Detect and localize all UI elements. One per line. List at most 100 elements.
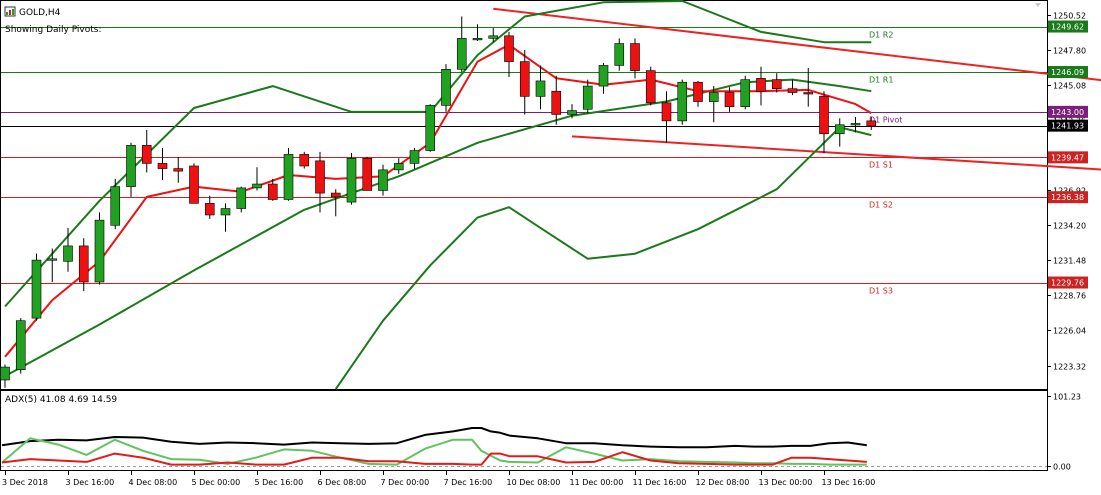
- candle-10: [157, 147, 168, 181]
- candle-body-27: [425, 105, 436, 151]
- candle-body-9: [141, 145, 152, 164]
- moving-average: [4, 43, 872, 358]
- candle-11: [173, 156, 184, 183]
- candle-14: [220, 203, 231, 232]
- candle-body-29: [456, 38, 467, 70]
- candle-body-20: [315, 160, 325, 194]
- time-axis[interactable]: 3 Dec 2018 3 Dec 16:00 4 Dec 08:00 5 Dec 00…: [2, 470, 875, 487]
- pivot-price-tag-text-2: 1243.00: [1051, 108, 1084, 117]
- candle-31: [488, 28, 499, 43]
- candle-body-38: [598, 65, 609, 87]
- pivot-price-tag-0: [1048, 20, 1088, 33]
- time-tick-label-12: 13 Dec 00:00: [759, 478, 813, 487]
- time-tick-label-13: 13 Dec 16:00: [822, 478, 876, 487]
- candle-body-14: [220, 208, 231, 216]
- pivot-label-5: D1 S3: [869, 287, 893, 296]
- time-tick-label-4: 5 Dec 16:00: [255, 478, 304, 487]
- candle-49: [771, 73, 782, 93]
- candle-body-50: [787, 88, 798, 93]
- price-tick-label-1: 1247.80: [1053, 47, 1086, 56]
- price-tick-label-7: 1231.48: [1053, 257, 1086, 266]
- candle-body-45: [708, 92, 719, 102]
- candle-body-55: [866, 120, 877, 127]
- time-tick-label-0: 3 Dec 2018: [2, 478, 48, 487]
- candle-body-23: [362, 157, 373, 191]
- pivot-label-0: D1 R2: [869, 31, 893, 40]
- adx-lines: [1, 427, 1047, 467]
- candle-47: [740, 75, 751, 110]
- trendline-0[interactable]: [493, 7, 1101, 82]
- candle-body-8: [126, 145, 136, 187]
- candle-18: [283, 147, 294, 201]
- trendline-1[interactable]: [571, 135, 1101, 171]
- candle-7: [110, 178, 121, 230]
- candle-body-24: [378, 169, 388, 191]
- candle-body-7: [110, 186, 121, 226]
- pivot-price-tag-text-1: 1246.09: [1051, 68, 1084, 77]
- scroll-marker-icon[interactable]: [1035, 3, 1041, 7]
- pivot-label-2: D1 Pivot: [869, 116, 902, 125]
- adx-panel-frame: [0, 390, 1048, 471]
- candle-23: [362, 156, 373, 191]
- candle-5: [78, 238, 89, 292]
- candle-body-30: [472, 38, 483, 41]
- candle-body-47: [740, 79, 751, 108]
- candle-body-49: [771, 79, 782, 89]
- candle-body-0: [0, 366, 10, 381]
- candle-30: [472, 24, 483, 41]
- price-tick-label-0: 1250.52: [1053, 12, 1086, 21]
- candle-body-15: [236, 187, 247, 209]
- candle-46: [724, 87, 735, 112]
- candle-15: [236, 186, 247, 213]
- candle-13: [204, 195, 215, 219]
- series-fast-ma: [4, 43, 872, 358]
- candle-body-31: [488, 35, 499, 39]
- candle-41: [645, 66, 656, 106]
- candle-body-12: [189, 165, 199, 204]
- candle-39: [614, 38, 625, 71]
- candle-body-33: [519, 61, 530, 97]
- candle-body-18: [283, 154, 294, 200]
- candle-body-42: [661, 102, 672, 122]
- candle-33: [519, 49, 530, 115]
- candle-6: [94, 212, 105, 285]
- candle-body-32: [504, 35, 514, 62]
- adx-series-minus-di: [1, 451, 867, 466]
- pivot-price-tag-text-5: 1229.76: [1051, 279, 1084, 288]
- candle-body-22: [346, 157, 357, 203]
- pivot-price-tag-text-3: 1239.47: [1051, 153, 1084, 162]
- series-envelope-mid: [4, 78, 872, 377]
- trendlines[interactable]: [493, 7, 1101, 171]
- pivot-price-tag-3: [1048, 151, 1088, 164]
- chart-title: GOLD,H4: [19, 8, 61, 18]
- candle-body-19: [299, 154, 310, 167]
- candle-25: [393, 158, 404, 174]
- time-tick-label-10: 11 Dec 16:00: [633, 478, 687, 487]
- candle-37: [582, 79, 593, 114]
- candle-42: [661, 91, 672, 143]
- candle-body-13: [204, 203, 215, 216]
- candle-8: [126, 142, 136, 197]
- current-price-tag: [1048, 119, 1088, 132]
- candle-4: [63, 227, 73, 272]
- candle-26: [409, 147, 420, 169]
- candle-body-16: [252, 183, 262, 189]
- candle-27: [425, 104, 436, 152]
- candle-45: [708, 86, 719, 123]
- candle-17: [267, 178, 278, 201]
- price-tick-label-8: 1228.76: [1053, 292, 1086, 301]
- price-axis[interactable]: 1250.521247.801245.081242.361239.641236.…: [1047, 12, 1086, 472]
- candle-body-17: [267, 183, 278, 200]
- candle-53: [834, 118, 845, 147]
- price-tags: 1249.62 1246.09 1243.00 1239.47 1236.38 1229.…: [1048, 20, 1088, 289]
- adx-tick-label-1: 0.00: [1053, 463, 1071, 472]
- candle-body-51: [803, 92, 814, 95]
- price-tick-label-6: 1234.20: [1053, 222, 1086, 231]
- candle-body-46: [724, 92, 735, 108]
- candle-43: [677, 79, 688, 125]
- adx-series-adx: [1, 427, 867, 449]
- candle-9: [141, 129, 152, 173]
- candle-35: [551, 75, 562, 125]
- candle-body-6: [94, 219, 105, 283]
